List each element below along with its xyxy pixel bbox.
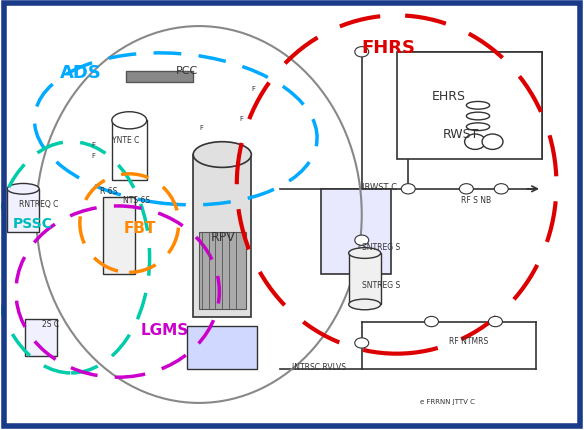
Ellipse shape bbox=[112, 113, 147, 129]
Text: F: F bbox=[199, 125, 203, 131]
Bar bbox=[187, 326, 257, 369]
Text: IRWST C: IRWST C bbox=[361, 182, 397, 191]
Circle shape bbox=[354, 236, 369, 246]
Ellipse shape bbox=[7, 184, 39, 195]
Circle shape bbox=[425, 316, 439, 327]
Text: F: F bbox=[92, 141, 95, 147]
Text: RF NTMRS: RF NTMRS bbox=[449, 336, 488, 345]
Text: SNTREG S: SNTREG S bbox=[361, 242, 400, 251]
Text: F: F bbox=[239, 116, 244, 122]
Text: RWST: RWST bbox=[443, 128, 479, 141]
Text: FBT: FBT bbox=[123, 220, 156, 235]
Circle shape bbox=[494, 184, 508, 194]
Bar bbox=[321, 189, 391, 275]
Circle shape bbox=[460, 184, 474, 194]
Text: LGMS: LGMS bbox=[141, 322, 189, 338]
Text: INTRSC RVLVS: INTRSC RVLVS bbox=[292, 362, 346, 371]
Circle shape bbox=[465, 135, 485, 150]
Circle shape bbox=[354, 338, 369, 348]
Ellipse shape bbox=[349, 299, 381, 310]
Ellipse shape bbox=[193, 142, 251, 168]
Bar bbox=[349, 253, 381, 305]
Circle shape bbox=[354, 48, 369, 58]
Bar bbox=[126, 72, 193, 83]
Text: SNTREG S: SNTREG S bbox=[361, 281, 400, 290]
Text: 2S C: 2S C bbox=[42, 319, 59, 328]
Text: F: F bbox=[92, 152, 95, 158]
Bar bbox=[7, 189, 39, 232]
Circle shape bbox=[488, 316, 502, 327]
Bar bbox=[397, 52, 542, 160]
Text: PSSC: PSSC bbox=[13, 217, 53, 231]
Bar bbox=[193, 155, 251, 317]
Text: PCC: PCC bbox=[176, 66, 198, 76]
Bar bbox=[103, 198, 135, 275]
Text: RF S NB: RF S NB bbox=[461, 195, 491, 204]
Bar bbox=[112, 121, 147, 181]
Ellipse shape bbox=[349, 248, 381, 259]
Text: EHRS: EHRS bbox=[432, 90, 465, 103]
Text: F: F bbox=[251, 86, 255, 92]
Text: FHRS: FHRS bbox=[361, 39, 416, 57]
Text: RNTREQ C: RNTREQ C bbox=[19, 200, 58, 209]
Text: R 6S: R 6S bbox=[100, 187, 117, 196]
Text: YNTE C: YNTE C bbox=[112, 135, 139, 144]
Text: RPV: RPV bbox=[211, 230, 235, 244]
Bar bbox=[25, 319, 57, 356]
Text: e FRRNN JTTV C: e FRRNN JTTV C bbox=[420, 398, 475, 404]
Circle shape bbox=[482, 135, 503, 150]
Bar bbox=[199, 232, 245, 309]
Text: ADS: ADS bbox=[60, 64, 102, 82]
Text: NTS 6S: NTS 6S bbox=[123, 195, 151, 204]
Circle shape bbox=[401, 184, 415, 194]
